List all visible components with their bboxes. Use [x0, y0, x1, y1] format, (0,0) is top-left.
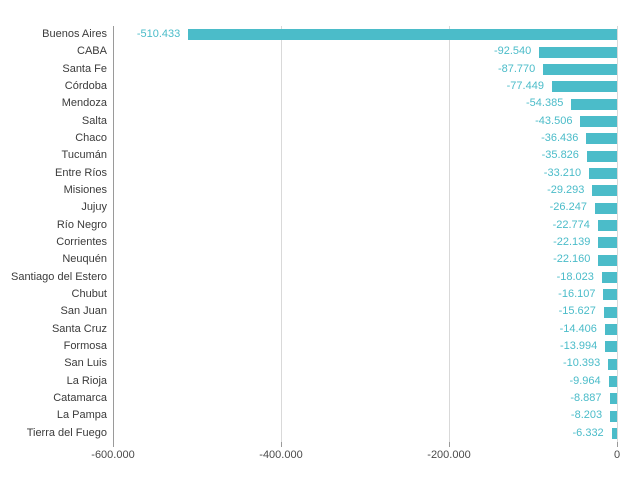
bar-mendoza — [571, 98, 617, 110]
category-label: Córdoba — [64, 80, 107, 92]
category-label: Entre Ríos — [55, 166, 107, 179]
bar-misiones — [592, 185, 617, 197]
value-label: -8.887 — [570, 392, 602, 404]
category-label: CABA — [77, 45, 107, 58]
value-label: -22.139 — [553, 236, 591, 248]
x-tick-mark — [112, 442, 114, 447]
bar-tucum-n — [586, 150, 617, 162]
bar-r-o-negro — [597, 219, 617, 231]
bar-la-rioja — [608, 375, 617, 387]
gridline — [616, 26, 618, 442]
value-label: -8.203 — [570, 409, 603, 422]
y-axis-line — [113, 26, 114, 442]
category-label: La Pampa — [56, 409, 107, 422]
category-label: Catamarca — [53, 392, 107, 404]
value-label: -6.332 — [572, 426, 604, 439]
value-label: -510.433 — [136, 28, 181, 40]
value-label: -9.964 — [569, 374, 601, 387]
category-label: Río Negro — [56, 218, 107, 231]
bar-santa-cruz — [604, 323, 617, 335]
category-label: Chaco — [75, 132, 107, 144]
value-label: -43.506 — [535, 114, 573, 127]
category-label: Chubut — [71, 288, 107, 300]
x-tick-label: -400.000 — [259, 449, 303, 461]
value-label: -35.826 — [541, 149, 579, 162]
value-label: -15.627 — [558, 305, 596, 318]
x-tick-label: 0 — [613, 449, 621, 461]
x-tick-mark — [280, 442, 282, 447]
bar-tierra-del-fuego — [611, 427, 617, 439]
bar-santa-fe — [543, 63, 617, 75]
bar-salta — [580, 115, 617, 127]
value-label: -26.247 — [549, 201, 587, 214]
category-label: Neuquén — [62, 253, 107, 266]
gridline — [448, 26, 450, 442]
x-tick-label: -200.000 — [427, 449, 471, 461]
value-label: -14.406 — [559, 322, 597, 335]
bar-formosa — [605, 341, 617, 353]
value-label: -92.540 — [493, 45, 532, 58]
value-label: -22.774 — [552, 218, 590, 231]
value-label: -10.393 — [562, 357, 601, 370]
bar-c-rdoba — [551, 81, 617, 93]
bar-la-pampa — [610, 410, 617, 422]
x-tick-mark — [448, 442, 450, 447]
x-tick-mark — [616, 442, 618, 447]
bar-san-luis — [608, 358, 617, 370]
category-label: Santa Fe — [62, 62, 107, 75]
category-label: Buenos Aires — [42, 28, 107, 40]
category-label: Misiones — [63, 184, 107, 196]
bar-jujuy — [594, 202, 617, 214]
category-label: Tucumán — [61, 149, 107, 162]
category-label: La Rioja — [66, 374, 107, 387]
bar-corrientes — [598, 237, 617, 249]
value-label: -22.160 — [553, 253, 591, 266]
category-label: Santa Cruz — [51, 322, 107, 335]
category-label: Corrientes — [56, 236, 107, 248]
bar-caba — [539, 46, 617, 58]
category-label: Salta — [81, 114, 107, 127]
bar-entre-r-os — [589, 167, 617, 179]
x-tick-label: -600.000 — [91, 449, 135, 461]
category-label: Formosa — [63, 340, 107, 352]
bar-santiago-del-estero — [601, 271, 617, 283]
bar-neuqu-n — [598, 254, 617, 266]
category-label: Jujuy — [81, 201, 107, 214]
value-label: -13.994 — [559, 340, 598, 352]
bar-chaco — [586, 133, 617, 145]
category-label: Santiago del Estero — [10, 270, 107, 283]
value-label: -36.436 — [541, 132, 579, 144]
gridline — [280, 26, 282, 442]
category-label: San Luis — [64, 357, 107, 370]
value-label: -33.210 — [543, 166, 582, 179]
bar-catamarca — [609, 393, 617, 405]
bar-chubut — [603, 289, 617, 301]
value-label: -18.023 — [556, 270, 594, 283]
plot-area: -510.433 -92.540 -87.770 -77.449 -54.385 -43.… — [112, 26, 618, 442]
value-label: -29.293 — [547, 184, 585, 196]
bar-buenos-aires — [188, 29, 617, 41]
value-label: -16.107 — [558, 288, 596, 300]
value-label: -54.385 — [526, 97, 564, 110]
value-label: -87.770 — [497, 62, 536, 75]
category-label: San Juan — [60, 305, 107, 318]
value-label: -77.449 — [506, 80, 544, 92]
category-label: Tierra del Fuego — [26, 426, 107, 439]
category-label: Mendoza — [61, 97, 107, 110]
bar-san-juan — [603, 306, 617, 318]
